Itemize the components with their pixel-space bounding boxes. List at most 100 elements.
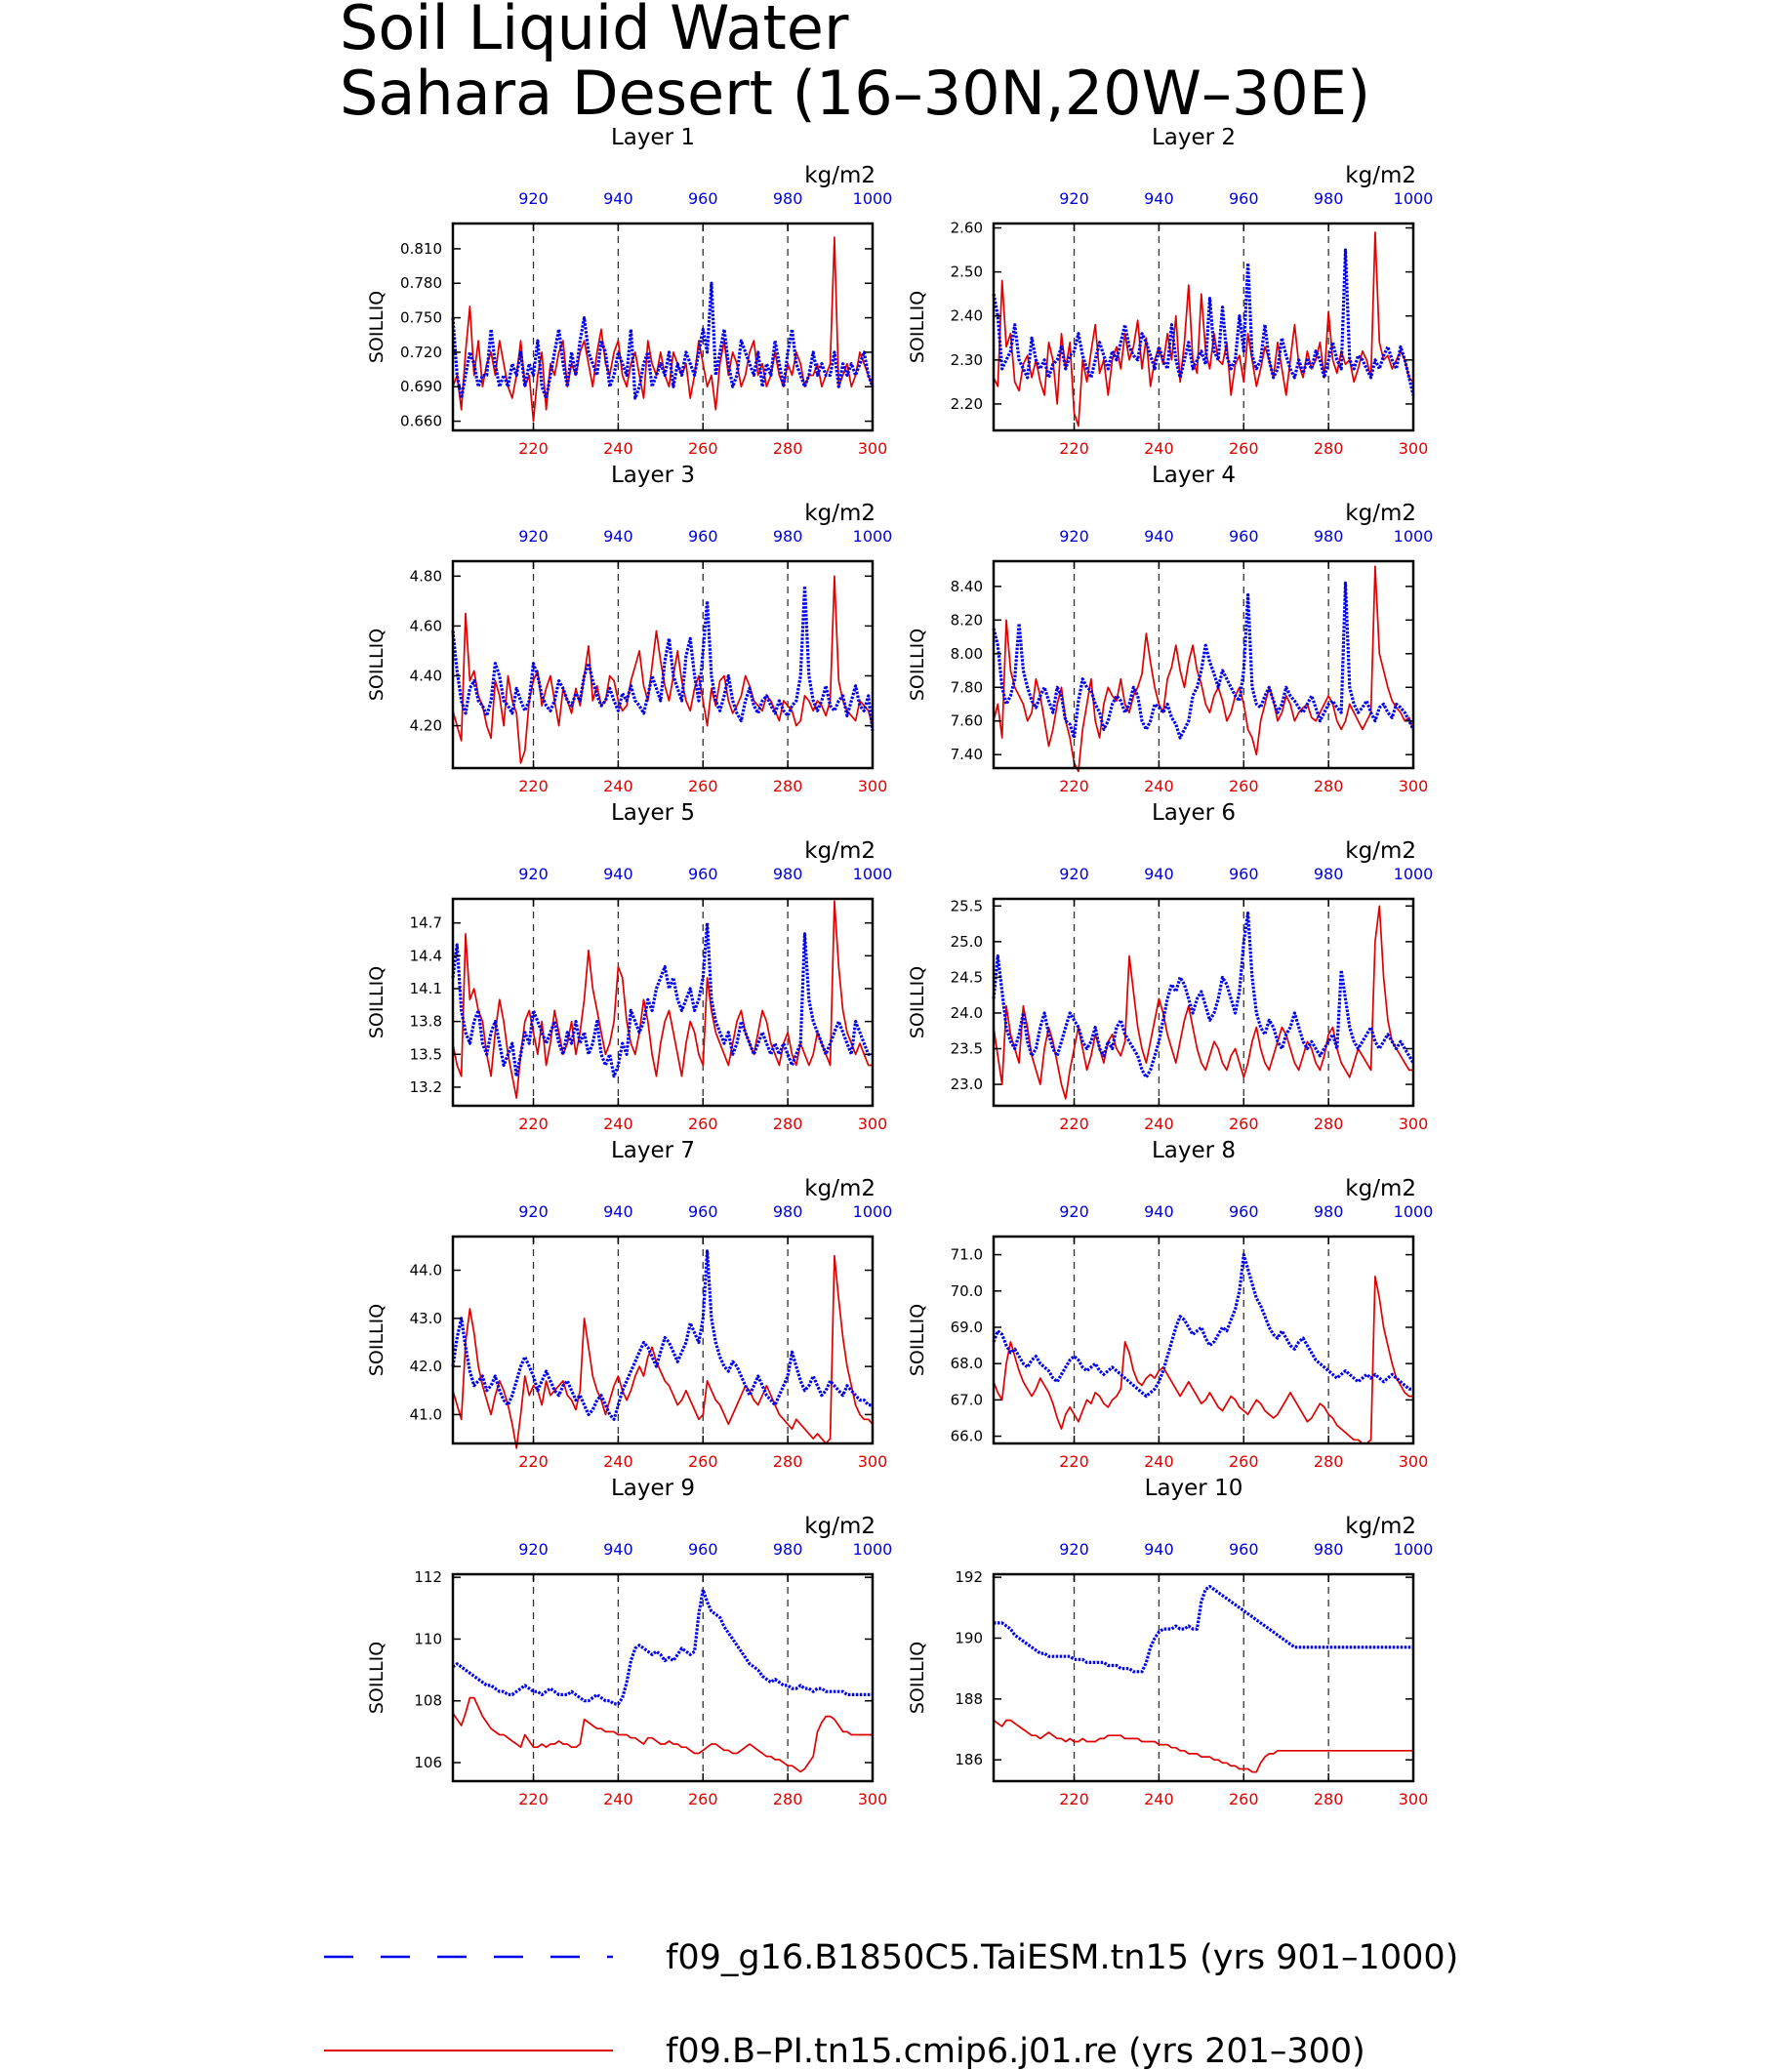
x-tick-label-bottom: 300 [1399, 1452, 1429, 1471]
x-tick-label-top: 940 [603, 1540, 633, 1559]
y-tick-label: 0.780 [400, 274, 442, 292]
y-tick-label: 25.5 [951, 897, 983, 914]
x-tick-label-bottom: 260 [1229, 777, 1259, 795]
x-tick-label-bottom: 260 [688, 1790, 718, 1808]
x-tick-label-top: 1000 [853, 1540, 893, 1559]
x-tick-label-top: 940 [1144, 527, 1174, 546]
x-tick-label-bottom: 220 [1059, 777, 1089, 795]
x-tick-label-bottom: 220 [1059, 1452, 1089, 1471]
legend-label-series1: f09_g16.B1850C5.TaiESM.tn15 (yrs 901–100… [666, 1938, 1458, 1977]
series-line-blue [992, 1252, 1413, 1399]
x-tick-label-top: 980 [1314, 1202, 1344, 1221]
unit-label: kg/m2 [804, 1176, 876, 1201]
y-axis-label: SOILLIQ [366, 966, 387, 1038]
x-tick-label-bottom: 280 [773, 439, 803, 458]
x-tick-label-bottom: 220 [1059, 439, 1089, 458]
x-tick-label-bottom: 220 [518, 777, 549, 795]
y-tick-label: 0.810 [400, 240, 442, 258]
plot-frame [451, 559, 875, 770]
y-tick-label: 8.40 [951, 578, 983, 595]
x-tick-label-top: 980 [1314, 527, 1344, 546]
y-tick-label: 2.60 [951, 220, 983, 237]
y-tick-label: 0.720 [400, 344, 442, 361]
x-tick-label-bottom: 300 [858, 1115, 888, 1133]
x-tick-label-top: 960 [1229, 1202, 1259, 1221]
x-tick-label-top: 960 [1229, 189, 1259, 208]
y-tick-label: 2.20 [951, 395, 983, 413]
x-tick-label-bottom: 260 [688, 1115, 718, 1133]
unit-label: kg/m2 [1345, 501, 1416, 526]
plot-frame [451, 222, 875, 432]
x-tick-label-top: 920 [1059, 865, 1089, 883]
x-tick-label-bottom: 240 [603, 1790, 633, 1808]
x-tick-label-bottom: 280 [1314, 1115, 1344, 1133]
x-tick-label-top: 980 [773, 189, 803, 208]
x-tick-label-top: 960 [688, 189, 718, 208]
y-tick-label: 188 [955, 1690, 983, 1708]
panel-layer-3: Layer 3 kg/m2 SOILLIQ 4.20 4.40 4.60 4.80 220 24… [366, 463, 892, 795]
y-axis-label: SOILLIQ [907, 629, 928, 701]
x-tick-label-bottom: 260 [688, 777, 718, 795]
x-tick-label-bottom: 280 [1314, 777, 1344, 795]
x-tick-label-bottom: 280 [1314, 439, 1344, 458]
y-tick-label: 4.40 [410, 667, 442, 684]
y-tick-label: 69.0 [951, 1319, 983, 1336]
x-tick-label-bottom: 220 [518, 1452, 549, 1471]
x-tick-label-bottom: 240 [1144, 1115, 1174, 1133]
y-tick-label: 2.50 [951, 264, 983, 281]
plot-frame [992, 897, 1415, 1108]
y-tick-label: 8.20 [951, 611, 983, 629]
y-tick-label: 110 [414, 1630, 442, 1647]
x-tick-label-bottom: 220 [518, 439, 549, 458]
x-tick-label-top: 920 [1059, 1540, 1089, 1559]
y-tick-label: 68.0 [951, 1355, 983, 1372]
series-line-red [993, 565, 1414, 773]
x-tick-label-bottom: 240 [1144, 1790, 1174, 1808]
y-tick-label: 8.00 [951, 645, 983, 663]
x-tick-label-top: 1000 [1394, 527, 1434, 546]
panel-layer-4: Layer 4 kg/m2 SOILLIQ 7.40 7.60 7.80 8.00 8.20 8… [907, 463, 1433, 795]
x-tick-label-top: 980 [773, 1202, 803, 1221]
y-tick-label: 190 [955, 1629, 983, 1646]
x-tick-label-bottom: 280 [773, 1790, 803, 1808]
series-line-red [993, 1719, 1413, 1773]
y-axis-label: SOILLIQ [907, 1304, 928, 1376]
y-tick-label: 23.0 [951, 1076, 983, 1093]
x-tick-label-top: 920 [518, 865, 549, 883]
y-tick-label: 186 [955, 1751, 983, 1768]
panel-layer-8: Layer 8 kg/m2 SOILLIQ 66.0 67.0 68.0 69.0 70.0 7… [907, 1138, 1433, 1471]
y-tick-label: 2.40 [951, 307, 983, 325]
unit-label: kg/m2 [1345, 838, 1416, 864]
x-tick-label-bottom: 280 [1314, 1452, 1344, 1471]
x-tick-label-top: 960 [1229, 527, 1259, 546]
x-tick-label-top: 980 [773, 865, 803, 883]
panel-title: Layer 1 [611, 125, 695, 150]
x-tick-label-top: 980 [773, 1540, 803, 1559]
panel-title: Layer 3 [611, 463, 695, 488]
y-tick-label: 25.0 [951, 933, 983, 951]
series-line-blue [992, 581, 1415, 740]
x-tick-label-top: 960 [1229, 865, 1259, 883]
y-tick-label: 67.0 [951, 1391, 983, 1408]
unit-label: kg/m2 [1345, 163, 1416, 188]
x-tick-label-bottom: 240 [1144, 1452, 1174, 1471]
y-tick-label: 14.1 [410, 980, 442, 997]
x-tick-label-bottom: 240 [603, 1452, 633, 1471]
plot-frame [992, 222, 1415, 432]
y-tick-label: 44.0 [410, 1262, 442, 1279]
y-tick-label: 43.0 [410, 1310, 442, 1327]
y-tick-label: 13.2 [410, 1078, 442, 1096]
unit-label: kg/m2 [804, 1514, 876, 1539]
x-tick-label-bottom: 240 [1144, 439, 1174, 458]
x-tick-label-top: 1000 [1394, 189, 1434, 208]
series-line-red [452, 236, 874, 423]
y-tick-label: 106 [414, 1754, 442, 1771]
x-tick-label-bottom: 240 [603, 439, 633, 458]
x-tick-label-bottom: 260 [688, 1452, 718, 1471]
y-axis-label: SOILLIQ [907, 291, 928, 363]
x-tick-label-bottom: 280 [773, 1115, 803, 1133]
panel-title: Layer 2 [1152, 125, 1236, 150]
figure-title-line2: Sahara Desert (16–30N,20W–30E) [340, 58, 1370, 129]
y-tick-label: 0.750 [400, 309, 442, 327]
x-tick-label-bottom: 220 [518, 1115, 549, 1133]
